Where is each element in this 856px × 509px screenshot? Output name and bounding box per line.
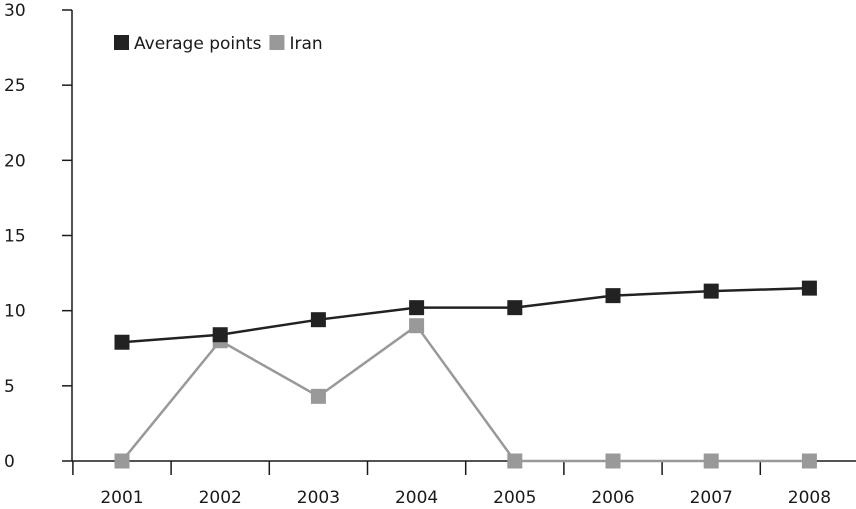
series-layer (114, 280, 817, 469)
data-point-iran (703, 453, 719, 469)
y-tick-label: 25 (4, 76, 26, 96)
data-point-average-points (507, 300, 523, 316)
data-point-average-points (703, 283, 719, 299)
data-point-average-points (605, 288, 621, 304)
y-tick-label: 0 (4, 452, 15, 472)
legend-label-average-points: Average points (134, 34, 262, 54)
x-tick-label: 2002 (199, 488, 242, 508)
data-point-iran (114, 453, 130, 469)
y-tick-label: 15 (4, 227, 26, 247)
data-point-iran (310, 388, 326, 404)
x-tick-label: 2007 (690, 488, 733, 508)
data-point-iran (409, 318, 425, 334)
x-tick-label: 2004 (395, 488, 438, 508)
x-tick-label: 2008 (788, 488, 831, 508)
x-tick-label: 2003 (297, 488, 340, 508)
data-point-average-points (114, 334, 130, 350)
data-point-average-points (310, 312, 326, 328)
y-tick-label: 30 (4, 1, 26, 21)
x-tick-label: 2006 (591, 488, 634, 508)
data-point-iran (605, 453, 621, 469)
y-tick-label: 20 (4, 151, 26, 171)
legend-swatch-iran (269, 35, 285, 50)
series-iran (114, 318, 817, 469)
legend-label-iran: Iran (289, 34, 322, 54)
y-tick-label: 10 (4, 302, 26, 322)
data-point-average-points (212, 327, 228, 343)
legend-swatch-average-points (114, 35, 129, 50)
legend: Average points Iran (114, 34, 323, 54)
y-tick-label: 5 (4, 377, 15, 397)
x-tick-label: 2005 (493, 488, 536, 508)
series-average-points (114, 280, 817, 350)
x-tick-label: 2001 (100, 488, 143, 508)
series-line-iran (121, 324, 810, 463)
x-axis-ticks: 2001 2002 2003 2004 2005 2006 2007 2008 (72, 461, 831, 508)
data-point-iran (801, 453, 817, 469)
data-point-average-points (801, 280, 817, 296)
series-line-average-points (121, 286, 810, 344)
y-axis-ticks: 0 5 10 15 20 25 30 (4, 1, 72, 472)
data-point-average-points (409, 300, 425, 316)
data-point-iran (507, 453, 523, 469)
